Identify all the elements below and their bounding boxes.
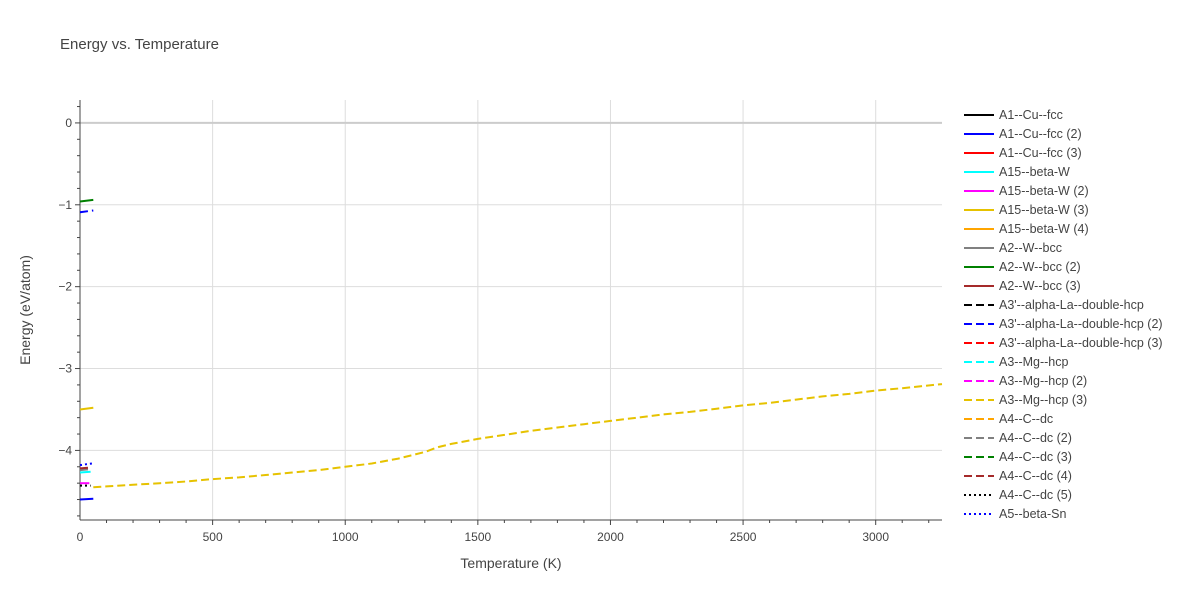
- x-tick-label: 500: [203, 530, 223, 544]
- legend-item[interactable]: A4--C--dc (5): [962, 485, 1192, 504]
- legend-swatch: [964, 322, 994, 325]
- legend-label: A3'--alpha-La--double-hcp (3): [999, 335, 1163, 350]
- legend-item[interactable]: A1--Cu--fcc (3): [962, 143, 1192, 162]
- legend-swatch: [964, 265, 994, 268]
- x-tick-label: 2000: [597, 530, 624, 544]
- legend-label: A3--Mg--hcp: [999, 354, 1069, 369]
- legend-swatch: [964, 208, 994, 211]
- legend-item[interactable]: A4--C--dc (4): [962, 466, 1192, 485]
- series-line-17: [79, 468, 91, 472]
- series-line-1: [79, 497, 94, 501]
- x-axis-title: Temperature (K): [460, 555, 561, 571]
- legend-label: A3'--alpha-La--double-hcp (2): [999, 316, 1163, 331]
- legend-item[interactable]: A4--C--dc: [962, 409, 1192, 428]
- legend-item[interactable]: A2--W--bcc (2): [962, 257, 1192, 276]
- legend-label: A2--W--bcc: [999, 240, 1062, 255]
- axis-layer: 0 500 1000 1500 2000 2500 3000 0 −1 −2 −3 −4: [58, 100, 942, 544]
- legend-swatch: [964, 341, 994, 344]
- legend-label: A3'--alpha-La--double-hcp: [999, 297, 1144, 312]
- legend-item[interactable]: A2--W--bcc (3): [962, 276, 1192, 295]
- x-tick-label: 1000: [332, 530, 359, 544]
- series-line-3: [79, 470, 91, 474]
- series-line-5: [79, 406, 94, 411]
- y-tick-label: −4: [58, 443, 72, 457]
- legend-swatch: [964, 170, 994, 173]
- legend-label: A1--Cu--fcc (3): [999, 145, 1082, 160]
- legend-item[interactable]: A3--Mg--hcp (3): [962, 390, 1192, 409]
- legend-swatch: [964, 246, 994, 249]
- legend-swatch: [964, 151, 994, 154]
- y-tick-label: −2: [58, 280, 72, 294]
- legend-label: A4--C--dc: [999, 411, 1054, 426]
- series-layer: [79, 198, 943, 501]
- legend-item[interactable]: A3--Mg--hcp: [962, 352, 1192, 371]
- x-tick-label: 0: [77, 530, 84, 544]
- legend-swatch: [964, 284, 994, 287]
- legend-swatch: [964, 417, 994, 420]
- legend-swatch: [964, 455, 994, 458]
- x-tick-label: 1500: [464, 530, 491, 544]
- legend-swatch: [964, 512, 994, 515]
- legend-swatch: [964, 303, 994, 306]
- legend-item[interactable]: A3'--alpha-La--double-hcp (3): [962, 333, 1192, 352]
- legend-label: A2--W--bcc (2): [999, 259, 1081, 274]
- legend-item[interactable]: A15--beta-W: [962, 162, 1192, 181]
- y-tick-label: −1: [58, 198, 72, 212]
- legend-swatch: [964, 398, 994, 401]
- legend-label: A1--Cu--fcc: [999, 107, 1063, 122]
- series-line-21: [79, 462, 93, 467]
- legend-label: A3--Mg--hcp (3): [999, 392, 1088, 407]
- legend-swatch: [964, 189, 994, 192]
- legend-item[interactable]: A1--Cu--fcc: [962, 105, 1192, 124]
- legend-label: A15--beta-W (2): [999, 183, 1089, 198]
- legend-label: A4--C--dc (5): [999, 487, 1072, 502]
- legend-item[interactable]: A3--Mg--hcp (2): [962, 371, 1192, 390]
- legend: A1--Cu--fcc A1--Cu--fcc (2) A1--Cu--fcc (3…: [962, 105, 1192, 523]
- legend-label: A4--C--dc (3): [999, 449, 1072, 464]
- chart-title: Energy vs. Temperature: [60, 36, 219, 53]
- legend-item[interactable]: A3'--alpha-La--double-hcp: [962, 295, 1192, 314]
- legend-item[interactable]: A15--beta-W (2): [962, 181, 1192, 200]
- series-line-11: [79, 209, 94, 214]
- series-line-15: [93, 383, 943, 489]
- x-tick-label: 3000: [862, 530, 889, 544]
- legend-item[interactable]: A15--beta-W (3): [962, 200, 1192, 219]
- series-line-19: [79, 466, 91, 470]
- legend-label: A1--Cu--fcc (2): [999, 126, 1082, 141]
- legend-item[interactable]: A15--beta-W (4): [962, 219, 1192, 238]
- legend-item[interactable]: A4--C--dc (3): [962, 447, 1192, 466]
- legend-label: A4--C--dc (4): [999, 468, 1072, 483]
- legend-item[interactable]: A5--beta-Sn: [962, 504, 1192, 523]
- legend-item[interactable]: A1--Cu--fcc (2): [962, 124, 1192, 143]
- legend-swatch: [964, 474, 994, 477]
- legend-item[interactable]: A2--W--bcc: [962, 238, 1192, 257]
- grid-layer: [80, 100, 942, 520]
- legend-item[interactable]: A3'--alpha-La--double-hcp (2): [962, 314, 1192, 333]
- legend-item[interactable]: A4--C--dc (2): [962, 428, 1192, 447]
- legend-swatch: [964, 360, 994, 363]
- y-tick-label: −3: [58, 362, 72, 376]
- x-tick-label: 2500: [730, 530, 757, 544]
- legend-swatch: [964, 113, 994, 116]
- legend-label: A3--Mg--hcp (2): [999, 373, 1088, 388]
- legend-label: A15--beta-W (4): [999, 221, 1089, 236]
- legend-swatch: [964, 493, 994, 496]
- legend-label: A2--W--bcc (3): [999, 278, 1081, 293]
- y-axis-title: Energy (eV/atom): [17, 255, 33, 365]
- legend-label: A5--beta-Sn: [999, 506, 1067, 521]
- legend-label: A15--beta-W: [999, 164, 1070, 179]
- series-line-8: [79, 198, 94, 203]
- legend-label: A4--C--dc (2): [999, 430, 1072, 445]
- legend-swatch: [964, 436, 994, 439]
- legend-swatch: [964, 132, 994, 135]
- y-tick-label: 0: [65, 116, 72, 130]
- legend-swatch: [964, 379, 994, 382]
- legend-swatch: [964, 227, 994, 230]
- legend-label: A15--beta-W (3): [999, 202, 1089, 217]
